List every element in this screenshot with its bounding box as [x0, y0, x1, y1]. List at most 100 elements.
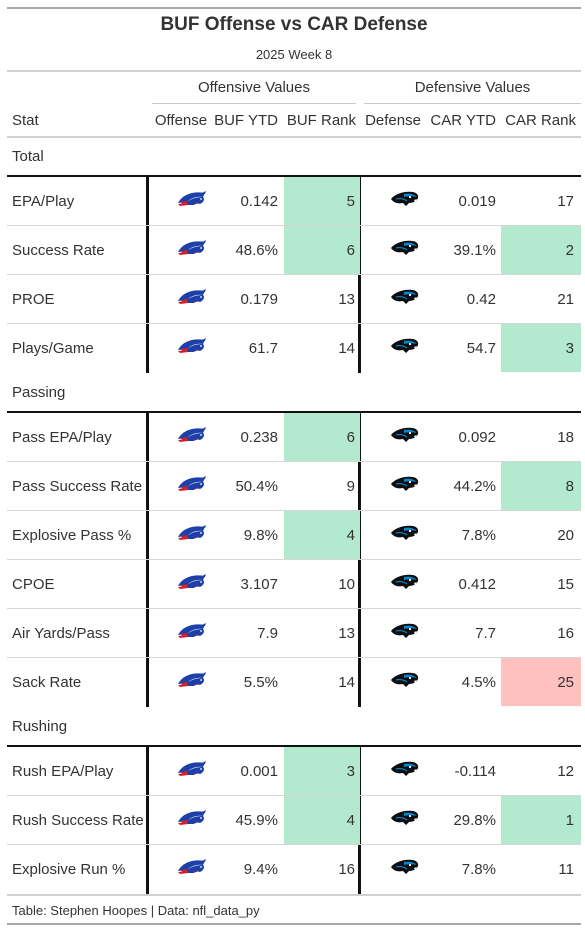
table-row: Rush EPA/Play 0.001 3 -0.114 12	[7, 747, 581, 796]
table-row: Success Rate 48.6% 6 39.1% 2	[7, 226, 581, 275]
spanner-defensive-values: Defensive Values	[414, 79, 531, 96]
title-divider	[7, 70, 581, 72]
offense-logo-cell	[176, 475, 208, 498]
panthers-logo-icon	[391, 623, 419, 638]
table-row: CPOE 3.107 10 0.412 15	[7, 560, 581, 609]
bills-logo-icon	[178, 191, 206, 206]
defense-logo-cell	[390, 288, 420, 311]
bills-logo-icon	[178, 525, 206, 540]
car-rank-highlight	[501, 796, 581, 844]
stat-name: Air Yards/Pass	[12, 625, 110, 642]
spanner-offensive-underline	[152, 103, 356, 104]
stat-name: Pass EPA/Play	[12, 429, 112, 446]
panthers-logo-icon	[391, 476, 419, 491]
table-row: Rush Success Rate 45.9% 4 29.8% 1	[7, 796, 581, 845]
buf-rank-value: 6	[346, 429, 355, 446]
defense-logo-cell	[390, 671, 420, 694]
table-subtitle: 2025 Week 8	[255, 47, 333, 62]
defense-logo-cell	[390, 809, 420, 832]
defense-logo-cell	[390, 426, 420, 449]
bills-logo-icon	[178, 623, 206, 638]
bills-logo-icon	[178, 574, 206, 589]
car-ytd-value: 39.1%	[453, 242, 496, 259]
car-ytd-value: 0.019	[458, 193, 496, 210]
column-header-buf-rank: BUF Rank	[286, 112, 356, 129]
stat-name: CPOE	[12, 576, 55, 593]
offense-logo-cell	[176, 524, 208, 547]
defense-column-rule	[358, 413, 361, 707]
defense-logo-cell	[390, 524, 420, 547]
car-ytd-value: 7.8%	[461, 527, 496, 544]
table-row: Air Yards/Pass 7.9 13 7.7 16	[7, 609, 581, 658]
column-header-defense: Defense	[365, 112, 421, 129]
buf-rank-value: 6	[346, 242, 355, 259]
table-title: BUF Offense vs CAR Defense	[160, 14, 428, 35]
offense-column-rule	[146, 747, 149, 894]
stat-name: Pass Success Rate	[12, 478, 143, 495]
car-rank-value: 25	[557, 674, 574, 691]
defense-logo-cell	[390, 760, 420, 783]
car-ytd-value: 0.092	[458, 429, 496, 446]
defense-logo-cell	[390, 858, 420, 881]
offense-logo-cell	[176, 190, 208, 213]
buf-rank-highlight	[284, 413, 360, 461]
bills-logo-icon	[178, 427, 206, 442]
car-rank-highlight	[501, 462, 581, 510]
car-rank-value: 3	[565, 340, 574, 357]
offense-logo-cell	[176, 622, 208, 645]
bottom-border	[7, 923, 581, 925]
buf-rank-value: 14	[338, 674, 355, 691]
panthers-logo-icon	[391, 761, 419, 776]
car-ytd-value: 29.8%	[453, 812, 496, 829]
panthers-logo-icon	[391, 525, 419, 540]
panthers-logo-icon	[391, 672, 419, 687]
car-ytd-value: -0.114	[454, 763, 496, 780]
stat-name: EPA/Play	[12, 193, 75, 210]
bills-logo-icon	[178, 240, 206, 255]
panthers-logo-icon	[391, 574, 419, 589]
buf-rank-value: 10	[338, 576, 355, 593]
table-row: PROE 0.179 13 0.42 21	[7, 275, 581, 324]
table-row: Explosive Pass % 9.8% 4 7.8% 20	[7, 511, 581, 560]
bills-logo-icon	[178, 859, 206, 874]
offense-logo-cell	[176, 337, 208, 360]
bills-logo-icon	[178, 289, 206, 304]
group-label-passing: Passing	[12, 384, 66, 401]
car-ytd-value: 7.8%	[461, 861, 496, 878]
source-note: Table: Stephen Hoopes | Data: nfl_data_p…	[12, 903, 260, 918]
spanner-offensive-values: Offensive Values	[197, 79, 310, 96]
offense-logo-cell	[176, 426, 208, 449]
car-rank-value: 17	[557, 193, 574, 210]
buf-ytd-value: 0.238	[240, 429, 278, 446]
offense-logo-cell	[176, 573, 208, 596]
buf-ytd-value: 45.9%	[235, 812, 278, 829]
buf-ytd-value: 48.6%	[235, 242, 278, 259]
stat-name: Sack Rate	[12, 674, 82, 691]
buf-rank-value: 4	[346, 527, 355, 544]
car-rank-highlight	[501, 658, 581, 706]
buf-rank-value: 4	[346, 812, 355, 829]
buf-ytd-value: 3.107	[240, 576, 278, 593]
offense-logo-cell	[176, 858, 208, 881]
defense-logo-cell	[390, 239, 420, 262]
stat-name: Rush EPA/Play	[12, 763, 114, 780]
bills-logo-icon	[178, 476, 206, 491]
buf-rank-highlight	[284, 796, 360, 844]
car-ytd-value: 54.7	[466, 340, 496, 357]
panthers-logo-icon	[391, 859, 419, 874]
defense-logo-cell	[390, 573, 420, 596]
panthers-logo-icon	[391, 427, 419, 442]
buf-rank-value: 13	[338, 625, 355, 642]
group-label-total: Total	[12, 148, 44, 165]
buf-ytd-value: 9.8%	[243, 527, 278, 544]
stat-name: Plays/Game	[12, 340, 94, 357]
bills-logo-icon	[178, 810, 206, 825]
defense-column-rule	[358, 177, 361, 373]
offense-logo-cell	[176, 809, 208, 832]
panthers-logo-icon	[391, 810, 419, 825]
header-divider	[7, 136, 581, 138]
table-row: Sack Rate 5.5% 14 4.5% 25	[7, 658, 581, 707]
car-rank-value: 8	[565, 478, 574, 495]
buf-rank-value: 13	[338, 291, 355, 308]
car-rank-value: 18	[557, 429, 574, 446]
